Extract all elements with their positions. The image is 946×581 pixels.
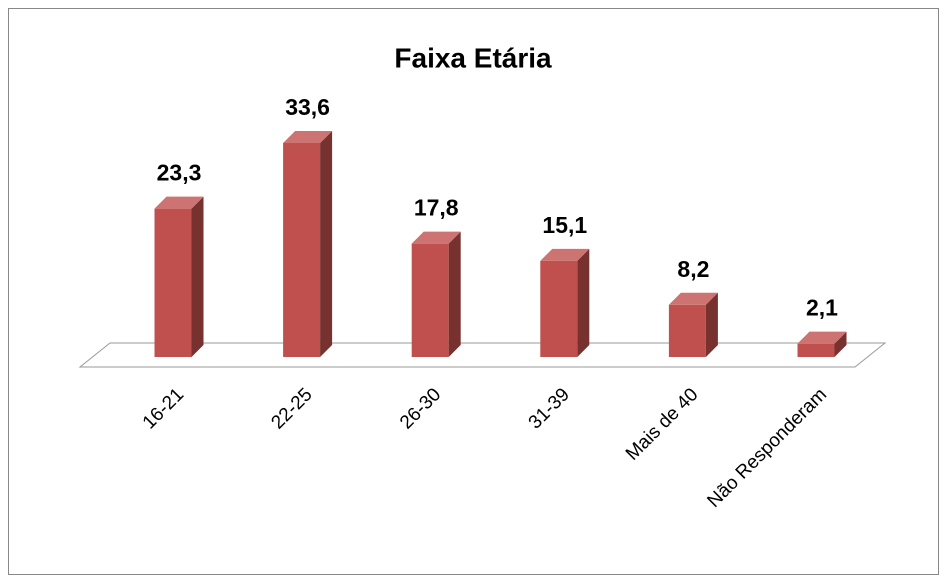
bar-top [797,331,847,344]
chart-border [8,8,939,575]
bar [283,130,333,357]
bar-top [154,196,204,209]
bar-front [540,260,578,357]
bar-side [705,292,718,357]
bar-front [797,343,835,357]
value-label: 8,2 [677,256,709,282]
value-label: 23,3 [157,160,202,186]
bar-top [283,130,333,143]
bar-side [834,331,847,357]
bar-side [191,196,204,357]
value-label: 2,1 [806,295,838,321]
bar-top [668,292,718,305]
chart-title: Faixa Etária [394,42,552,73]
bar-side [320,130,333,357]
bar-front [411,243,449,357]
bar-front [283,142,321,357]
bar [154,196,204,357]
value-label: 15,1 [542,212,587,238]
bar [797,331,847,357]
bar-front [668,304,706,357]
bar [411,231,461,357]
bar [540,248,590,357]
value-label: 17,8 [414,195,459,221]
bar-side [448,231,461,357]
bar-side [577,248,590,357]
bar [668,292,718,357]
value-label: 33,6 [285,94,330,120]
bar-top [540,248,590,261]
bar-front [154,208,192,357]
bar-top [411,231,461,244]
